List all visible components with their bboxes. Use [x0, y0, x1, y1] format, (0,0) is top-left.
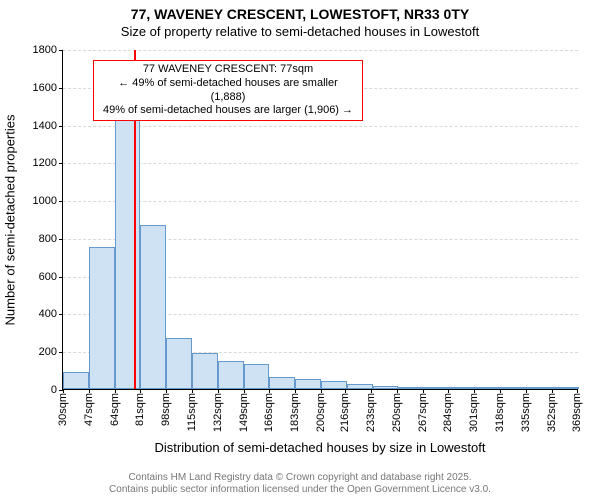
y-tick-label: 1200 — [33, 157, 57, 169]
x-tick-label: 115sqm — [186, 393, 198, 431]
x-tick-label: 318sqm — [494, 393, 506, 432]
histogram-bar — [424, 387, 450, 389]
x-tick-label: 267sqm — [417, 393, 429, 432]
histogram-bar — [89, 247, 115, 389]
y-tick-mark — [59, 50, 63, 51]
x-tick-label: 216sqm — [339, 393, 351, 432]
x-tick-label: 284sqm — [442, 393, 454, 432]
y-tick-label: 1600 — [33, 82, 57, 94]
y-tick-label: 600 — [39, 271, 57, 283]
y-axis-label: Number of semi-detached properties — [3, 115, 18, 326]
annotation-box: 77 WAVENEY CRESCENT: 77sqm ← 49% of semi… — [93, 60, 363, 121]
x-tick-label: 30sqm — [57, 393, 69, 426]
annotation-line2: ← 49% of semi-detached houses are smalle… — [100, 77, 356, 105]
histogram-bar — [192, 353, 218, 389]
x-tick-label: 301sqm — [468, 393, 480, 432]
x-tick-label: 64sqm — [109, 393, 121, 426]
histogram-bar — [244, 364, 270, 389]
y-tick-mark — [59, 88, 63, 89]
x-axis-label: Distribution of semi-detached houses by … — [155, 440, 486, 455]
y-tick-mark — [59, 277, 63, 278]
x-tick-label: 166sqm — [263, 393, 275, 432]
x-tick-label: 149sqm — [238, 393, 250, 432]
x-tick-label: 183sqm — [289, 393, 301, 432]
y-tick-label: 200 — [39, 346, 57, 358]
x-tick-label: 47sqm — [83, 393, 95, 426]
x-tick-label: 352sqm — [546, 393, 558, 432]
y-tick-label: 400 — [39, 308, 57, 320]
histogram-bar — [166, 338, 192, 389]
plot-area: 77 WAVENEY CRESCENT: 77sqm ← 49% of semi… — [62, 50, 578, 390]
chart-container: { "title": { "line1": "77, WAVENEY CRESC… — [0, 0, 600, 500]
histogram-bar — [140, 225, 166, 389]
histogram-bar — [553, 387, 579, 389]
y-tick-mark — [59, 314, 63, 315]
chart-title: 77, WAVENEY CRESCENT, LOWESTOFT, NR33 0T… — [0, 6, 600, 24]
chart-subtitle: Size of property relative to semi-detach… — [0, 24, 600, 40]
x-tick-label: 250sqm — [391, 393, 403, 432]
x-tick-label: 132sqm — [212, 393, 224, 432]
histogram-bar — [63, 372, 89, 389]
footer-line2: Contains public sector information licen… — [0, 484, 600, 496]
histogram-bar — [450, 387, 476, 389]
x-tick-label: 233sqm — [365, 393, 377, 432]
histogram-bar — [502, 387, 528, 389]
x-tick-label: 335sqm — [520, 393, 532, 432]
histogram-bar — [321, 381, 347, 389]
y-tick-mark — [59, 352, 63, 353]
histogram-bar — [269, 377, 295, 389]
footer: Contains HM Land Registry data © Crown c… — [0, 472, 600, 496]
footer-line1: Contains HM Land Registry data © Crown c… — [0, 472, 600, 484]
title-block: 77, WAVENEY CRESCENT, LOWESTOFT, NR33 0T… — [0, 0, 600, 40]
histogram-bar — [115, 115, 141, 389]
y-tick-label: 1400 — [33, 120, 57, 132]
y-tick-label: 800 — [39, 233, 57, 245]
histogram-bar — [373, 386, 399, 389]
x-tick-label: 200sqm — [315, 393, 327, 432]
histogram-bar — [527, 387, 553, 389]
annotation-line3: 49% of semi-detached houses are larger (… — [100, 104, 356, 118]
x-tick-label: 81sqm — [134, 393, 146, 426]
histogram-bar — [398, 387, 424, 389]
y-tick-mark — [59, 126, 63, 127]
y-tick-mark — [59, 239, 63, 240]
y-tick-label: 1000 — [33, 195, 57, 207]
y-tick-label: 1800 — [33, 44, 57, 56]
annotation-line1: 77 WAVENEY CRESCENT: 77sqm — [100, 63, 356, 77]
histogram-bar — [347, 384, 373, 389]
histogram-bar — [218, 361, 244, 389]
histogram-bar — [295, 379, 321, 389]
y-tick-mark — [59, 163, 63, 164]
histogram-bar — [476, 387, 502, 389]
x-tick-label: 369sqm — [571, 393, 583, 432]
y-tick-mark — [59, 201, 63, 202]
x-tick-label: 98sqm — [160, 393, 172, 426]
